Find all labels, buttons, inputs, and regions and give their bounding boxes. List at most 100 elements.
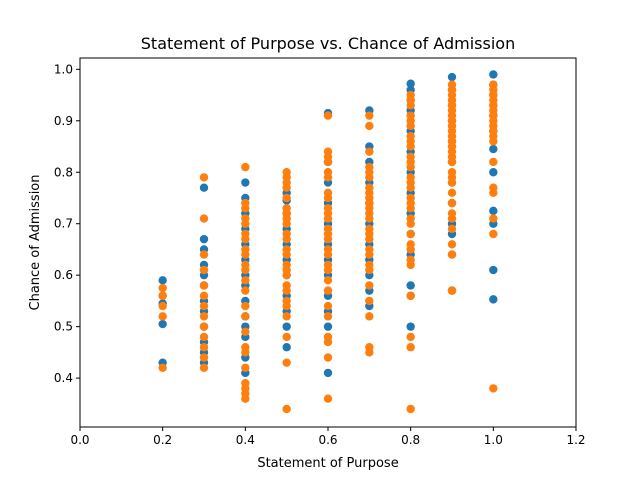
data-point-s2-115 xyxy=(365,121,374,131)
data-point-s2-26 xyxy=(241,327,250,336)
data-point-s2-5 xyxy=(158,283,167,293)
data-point-s2-117 xyxy=(406,404,415,414)
data-point-s1-5 xyxy=(158,276,167,285)
data-point-s2-38 xyxy=(241,214,250,223)
data-point-s2-45 xyxy=(282,312,291,321)
data-point-s2-52 xyxy=(282,260,291,270)
data-point-s2-10 xyxy=(199,322,209,331)
data-point-s2-118 xyxy=(406,343,415,352)
data-point-s1-43 xyxy=(323,368,333,378)
x-axis-label: Statement of Purpose xyxy=(257,456,398,471)
data-point-s1-33 xyxy=(282,322,291,331)
data-point-s2-119 xyxy=(406,332,415,342)
data-point-s2-44 xyxy=(282,332,291,342)
data-point-s2-7 xyxy=(199,353,209,362)
data-point-s2-75 xyxy=(323,260,333,270)
data-point-s2-1 xyxy=(158,363,167,373)
data-point-s2-77 xyxy=(323,245,333,254)
data-point-s2-42 xyxy=(282,404,291,414)
data-point-s2-136 xyxy=(406,152,415,162)
data-point-s2-98 xyxy=(365,260,374,270)
x-tick-label-4: 0.8 xyxy=(401,433,420,447)
data-point-s2-147 xyxy=(447,250,457,259)
y-tick-label-2: 0.6 xyxy=(54,268,73,282)
data-point-s2-60 xyxy=(282,204,291,213)
data-point-s2-173 xyxy=(489,384,498,393)
data-point-s2-61 xyxy=(282,193,291,203)
data-point-s2-28 xyxy=(241,301,250,311)
data-point-s1-44 xyxy=(323,322,333,331)
data-point-s2-27 xyxy=(241,312,250,321)
data-point-s2-3 xyxy=(158,301,167,311)
data-point-s1-68 xyxy=(406,281,415,290)
data-point-s1-95 xyxy=(489,206,498,216)
data-point-s2-66 xyxy=(323,394,333,403)
data-point-s2-113 xyxy=(365,162,374,172)
data-point-s2-116 xyxy=(365,111,374,120)
data-point-s1-97 xyxy=(489,144,498,154)
data-point-s1-103 xyxy=(489,70,498,79)
data-point-s2-47 xyxy=(282,296,291,306)
data-point-s1-93 xyxy=(489,265,498,275)
data-point-s2-96 xyxy=(365,281,374,290)
data-point-s2-133 xyxy=(406,173,415,182)
data-point-s2-146 xyxy=(447,286,457,295)
data-point-s2-125 xyxy=(406,229,415,239)
data-point-s2-114 xyxy=(365,147,374,156)
data-point-s2-145 xyxy=(406,90,415,100)
y-axis-ticks: 0.4 0.5 0.6 0.7 0.8 0.9 1.0 xyxy=(54,62,80,385)
x-axis-ticks: 0.0 0.2 0.4 0.6 0.8 1.0 1.2 xyxy=(70,427,586,447)
data-point-s2-94 xyxy=(365,312,374,321)
x-tick-label-0: 0.0 xyxy=(70,433,89,447)
data-point-s2-11 xyxy=(199,312,209,321)
data-point-s1-96 xyxy=(489,168,498,177)
data-point-s2-17 xyxy=(199,214,209,223)
data-point-s2-120 xyxy=(406,291,415,300)
x-tick-label-3: 0.6 xyxy=(318,433,337,447)
data-point-s2-25 xyxy=(241,343,250,352)
data-point-s2-23 xyxy=(241,363,250,373)
data-point-s2-91 xyxy=(323,111,333,120)
data-point-s2-72 xyxy=(323,286,333,295)
data-point-s2-127 xyxy=(406,214,415,223)
data-point-s1-16 xyxy=(199,234,209,244)
data-point-s1-92 xyxy=(489,295,498,304)
data-point-s2-49 xyxy=(282,281,291,290)
data-point-s1-31 xyxy=(241,178,250,187)
y-tick-label-1: 0.5 xyxy=(54,320,73,334)
y-tick-label-6: 1.0 xyxy=(54,62,73,76)
data-point-s2-54 xyxy=(282,245,291,254)
data-point-s2-149 xyxy=(447,224,457,234)
data-point-s2-4 xyxy=(158,291,167,300)
data-point-s2-14 xyxy=(199,281,209,290)
chart-title: Statement of Purpose vs. Chance of Admis… xyxy=(141,34,515,53)
data-point-s2-103 xyxy=(365,224,374,234)
data-point-s2-6 xyxy=(199,363,209,373)
data-point-s2-172 xyxy=(447,80,457,89)
y-tick-label-4: 0.8 xyxy=(54,165,73,179)
data-point-s2-142 xyxy=(406,111,415,120)
data-point-s1-66 xyxy=(406,322,415,331)
data-point-s1-91 xyxy=(447,72,457,82)
data-point-s2-69 xyxy=(323,332,333,342)
y-tick-label-0: 0.4 xyxy=(54,371,73,385)
data-point-s2-148 xyxy=(447,240,457,249)
data-point-s2-70 xyxy=(323,312,333,321)
x-tick-label-5: 1.0 xyxy=(484,433,503,447)
data-point-s2-95 xyxy=(365,296,374,306)
x-tick-label-2: 0.4 xyxy=(236,433,255,447)
y-axis-label: Chance of Admission xyxy=(28,174,43,310)
data-point-s2-100 xyxy=(365,245,374,254)
data-point-s2-36 xyxy=(241,229,250,239)
data-point-s2-178 xyxy=(489,157,498,167)
data-point-s2-32 xyxy=(241,260,250,270)
data-point-s2-2 xyxy=(158,312,167,321)
data-point-s2-153 xyxy=(447,188,457,198)
data-point-s2-15 xyxy=(199,265,209,275)
data-point-s1-2 xyxy=(158,319,167,329)
data-point-s2-122 xyxy=(406,255,415,264)
data-point-s2-29 xyxy=(241,286,250,295)
data-point-s2-177 xyxy=(489,183,498,192)
data-point-s2-9 xyxy=(199,332,209,342)
data-point-s2-124 xyxy=(406,240,415,249)
